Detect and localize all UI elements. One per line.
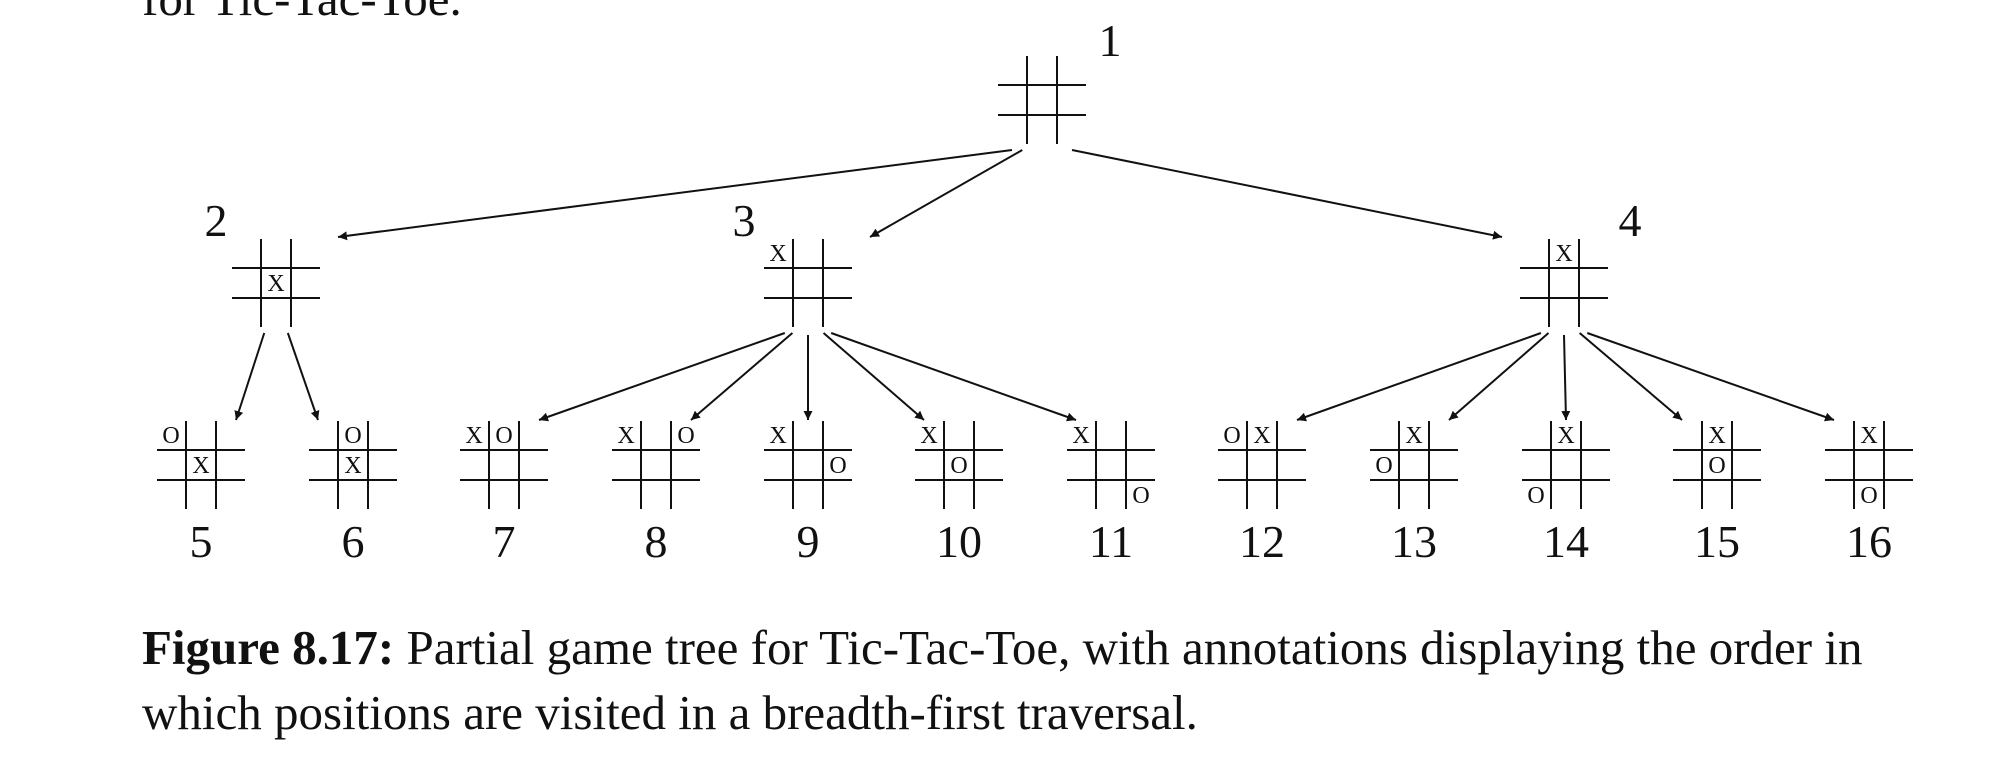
cell-mark-o: O bbox=[1708, 453, 1725, 479]
caption-text: Partial game tree for Tic-Tac-Toe, with … bbox=[142, 620, 1863, 740]
header-text-fragment: for Tic-Tac-Toe. bbox=[142, 0, 462, 23]
tic-tac-toe-grid bbox=[1825, 421, 1913, 509]
visit-order-label: 1 bbox=[1099, 15, 1122, 66]
cell-mark-o: O bbox=[1375, 453, 1392, 479]
tic-tac-toe-grid bbox=[309, 421, 397, 509]
board-node-4: X4 bbox=[1520, 195, 1642, 327]
cell-mark-x: X bbox=[769, 241, 786, 267]
tic-tac-toe-grid bbox=[612, 421, 700, 509]
edge-4-15-arrow bbox=[1579, 332, 1683, 421]
tic-tac-toe-grid bbox=[1522, 421, 1610, 509]
cell-mark-x: X bbox=[1555, 241, 1572, 267]
tic-tac-toe-grid bbox=[1673, 421, 1761, 509]
tic-tac-toe-grid bbox=[1218, 421, 1306, 509]
visit-order-label: 13 bbox=[1391, 516, 1437, 567]
tic-tac-toe-grid bbox=[998, 56, 1086, 144]
edge-3-10-arrow bbox=[822, 332, 925, 421]
tic-tac-toe-grid bbox=[1370, 421, 1458, 509]
visit-order-label: 4 bbox=[1619, 195, 1642, 246]
visit-order-label: 14 bbox=[1543, 516, 1589, 567]
visit-order-label: 5 bbox=[190, 516, 213, 567]
tic-tac-toe-grid bbox=[764, 239, 852, 327]
edge-4-13-arrow bbox=[1448, 332, 1550, 421]
board-node-12: O X 12 bbox=[1218, 421, 1306, 567]
cell-mark-x: X bbox=[267, 271, 284, 297]
board-node-1: 1 bbox=[998, 15, 1122, 144]
cell-mark-o: O bbox=[677, 423, 694, 449]
visit-order-label: 11 bbox=[1089, 516, 1133, 567]
edge-1-2-arrow bbox=[337, 149, 1013, 241]
edge-3-7-arrow bbox=[538, 332, 786, 422]
cell-mark-o: O bbox=[1527, 483, 1544, 509]
cell-mark-x: X bbox=[1860, 423, 1877, 449]
cell-mark-x: X bbox=[465, 423, 482, 449]
visit-order-label: 2 bbox=[205, 195, 228, 246]
cell-mark-x: X bbox=[769, 423, 786, 449]
visit-order-label: 8 bbox=[645, 516, 668, 567]
tic-tac-toe-grid bbox=[460, 421, 548, 509]
visit-order-label: 9 bbox=[797, 516, 820, 567]
cell-mark-o: O bbox=[1223, 423, 1240, 449]
cell-mark-o: O bbox=[495, 423, 512, 449]
visit-order-label: 12 bbox=[1239, 516, 1285, 567]
board-node-11: X O 11 bbox=[1067, 421, 1155, 567]
board-node-2: X2 bbox=[205, 195, 320, 327]
edge-2-6-arrow bbox=[286, 332, 320, 421]
board-node-14: X O 14 bbox=[1522, 421, 1610, 567]
tic-tac-toe-grid bbox=[232, 239, 320, 327]
cell-mark-x: X bbox=[1072, 423, 1089, 449]
tic-tac-toe-grid bbox=[1067, 421, 1155, 509]
cell-mark-x: X bbox=[1708, 423, 1725, 449]
cell-mark-x: X bbox=[617, 423, 634, 449]
figure-caption: Figure 8.17: Partial game tree for Tic-T… bbox=[142, 615, 1922, 745]
board-node-5: OX 5 bbox=[157, 421, 245, 567]
edge-3-11-arrow bbox=[830, 332, 1077, 422]
edge-3-8-arrow bbox=[690, 332, 794, 421]
cell-mark-x: X bbox=[920, 423, 937, 449]
board-node-7: X O 7 bbox=[460, 421, 548, 567]
visit-order-label: 15 bbox=[1694, 516, 1740, 567]
tic-tac-toe-grid bbox=[764, 421, 852, 509]
edge-2-5-arrow bbox=[234, 332, 266, 421]
tic-tac-toe-grid bbox=[1520, 239, 1608, 327]
cell-mark-o: O bbox=[829, 453, 846, 479]
cell-mark-o: O bbox=[1860, 483, 1877, 509]
edge-1-3-arrow bbox=[869, 149, 1023, 238]
board-node-8: X O 8 bbox=[612, 421, 700, 567]
visit-order-label: 3 bbox=[733, 195, 756, 246]
cell-mark-o: O bbox=[1132, 483, 1149, 509]
cell-mark-x: X bbox=[192, 453, 209, 479]
cell-mark-x: X bbox=[1557, 423, 1574, 449]
cell-mark-x: X bbox=[1253, 423, 1270, 449]
caption-label: Figure 8.17: bbox=[142, 620, 395, 675]
cell-mark-x: X bbox=[1405, 423, 1422, 449]
edge-4-16-arrow bbox=[1586, 332, 1835, 422]
edge-4-14-arrow bbox=[1561, 334, 1571, 421]
visit-order-label: 10 bbox=[936, 516, 982, 567]
board-node-16: X O 16 bbox=[1825, 421, 1913, 567]
edge-1-4-arrow bbox=[1071, 149, 1503, 240]
cell-mark-o: O bbox=[162, 423, 179, 449]
tic-tac-toe-grid bbox=[157, 421, 245, 509]
cell-mark-x: X bbox=[344, 453, 361, 479]
visit-order-label: 16 bbox=[1846, 516, 1892, 567]
visit-order-label: 7 bbox=[493, 516, 516, 567]
board-node-3: X3 bbox=[733, 195, 852, 327]
board-node-10: XO 10 bbox=[915, 421, 1003, 567]
cell-mark-o: O bbox=[344, 423, 361, 449]
tic-tac-toe-grid bbox=[915, 421, 1003, 509]
edges bbox=[234, 149, 1835, 422]
board-node-13: XO 13 bbox=[1370, 421, 1458, 567]
board-node-6: OX 6 bbox=[309, 421, 397, 567]
cell-mark-o: O bbox=[950, 453, 967, 479]
board-node-9: X O 9 bbox=[764, 421, 852, 567]
board-node-15: XO 15 bbox=[1673, 421, 1761, 567]
edge-4-12-arrow bbox=[1296, 332, 1542, 422]
visit-order-label: 6 bbox=[342, 516, 365, 567]
